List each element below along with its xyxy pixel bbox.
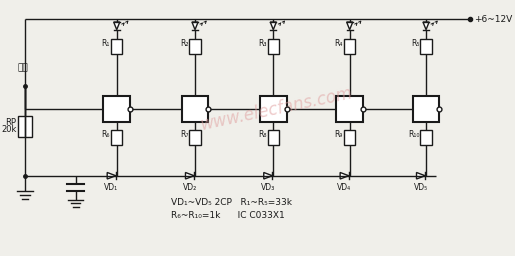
- Polygon shape: [340, 173, 349, 179]
- Text: R₇: R₇: [180, 130, 188, 139]
- Text: R₁₀: R₁₀: [408, 130, 419, 139]
- Polygon shape: [107, 173, 116, 179]
- Bar: [336, 95, 363, 122]
- Bar: [19, 116, 32, 137]
- Text: R₆: R₆: [101, 130, 110, 139]
- Text: www.elecfans.com: www.elecfans.com: [198, 84, 354, 134]
- Bar: [344, 39, 355, 55]
- Text: R₄: R₄: [335, 39, 343, 48]
- Polygon shape: [264, 173, 272, 179]
- Text: VD₅: VD₅: [414, 183, 428, 192]
- Bar: [260, 95, 287, 122]
- Text: 输入: 输入: [18, 64, 28, 73]
- Polygon shape: [270, 22, 277, 30]
- Bar: [420, 39, 432, 55]
- Text: 20k: 20k: [1, 125, 16, 134]
- Polygon shape: [114, 22, 120, 30]
- Polygon shape: [347, 22, 353, 30]
- Text: VD₁~VD₅ 2CP   R₁~R₅=33k: VD₁~VD₅ 2CP R₁~R₅=33k: [171, 198, 292, 207]
- Bar: [190, 39, 201, 55]
- Polygon shape: [423, 22, 429, 30]
- Bar: [268, 39, 279, 55]
- Text: R₁: R₁: [101, 39, 110, 48]
- Bar: [111, 39, 123, 55]
- Text: R₉: R₉: [335, 130, 343, 139]
- Bar: [190, 130, 201, 145]
- Bar: [268, 130, 279, 145]
- Text: VD₂: VD₂: [183, 183, 197, 192]
- Text: RP: RP: [6, 118, 16, 127]
- Text: R₂: R₂: [180, 39, 188, 48]
- Text: R₆~R₁₀=1k      IC C033X1: R₆~R₁₀=1k IC C033X1: [171, 211, 285, 220]
- Polygon shape: [185, 173, 194, 179]
- Polygon shape: [417, 173, 425, 179]
- Bar: [413, 95, 439, 122]
- Text: VD₁: VD₁: [105, 183, 118, 192]
- Text: +6~12V: +6~12V: [474, 15, 512, 24]
- Bar: [111, 130, 123, 145]
- Bar: [182, 95, 209, 122]
- Polygon shape: [192, 22, 198, 30]
- Text: R₃: R₃: [258, 39, 267, 48]
- Bar: [344, 130, 355, 145]
- Bar: [104, 95, 130, 122]
- Text: R₈: R₈: [258, 130, 267, 139]
- Text: VD₃: VD₃: [261, 183, 275, 192]
- Bar: [420, 130, 432, 145]
- Text: R₅: R₅: [411, 39, 419, 48]
- Text: VD₄: VD₄: [337, 183, 352, 192]
